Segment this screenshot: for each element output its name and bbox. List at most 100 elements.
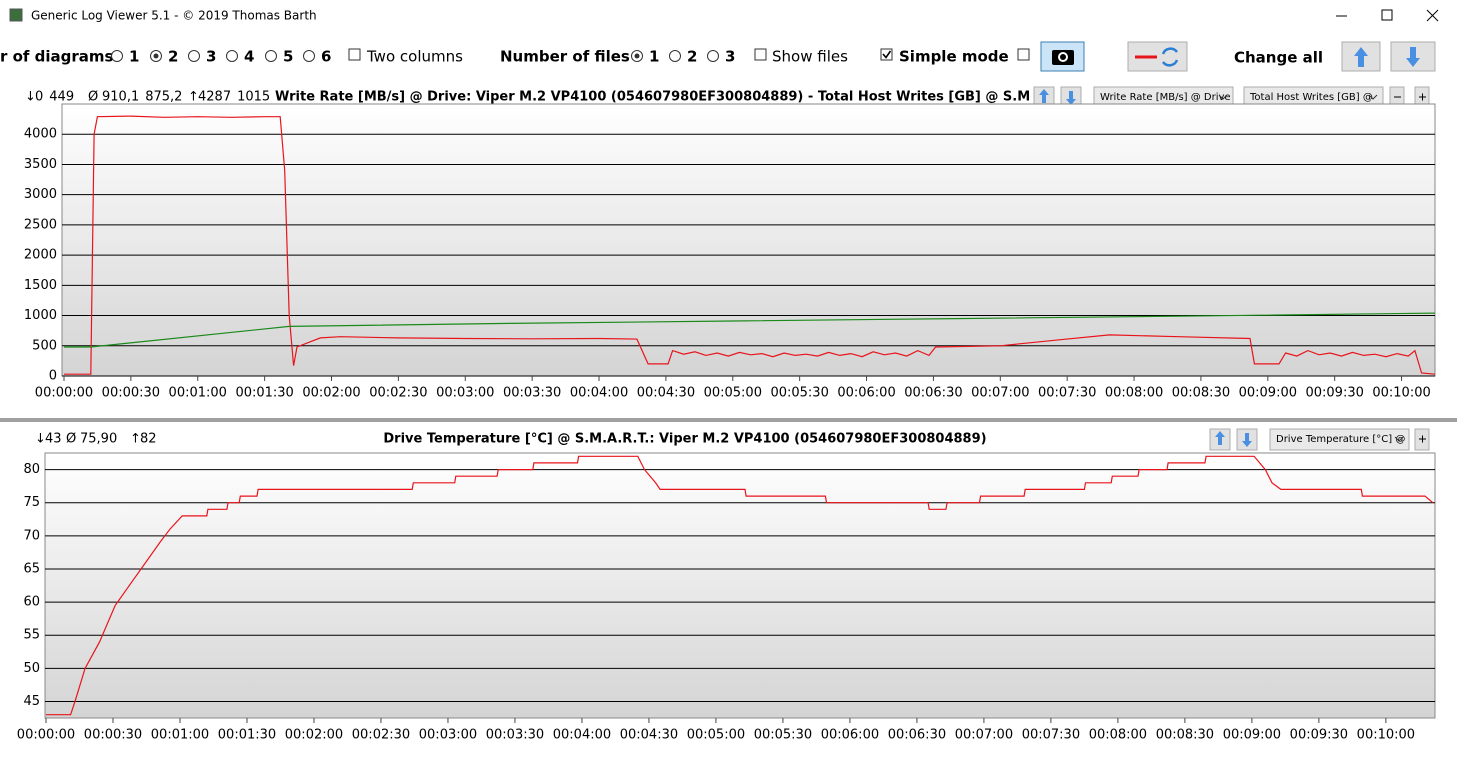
x-tick-label: 00:04:30: [620, 728, 678, 743]
plot-area: [61, 103, 1436, 377]
x-tick-label: 00:02:00: [302, 386, 360, 401]
radio-label: 3: [725, 48, 735, 66]
x-tick-label: 00:09:00: [1223, 728, 1281, 743]
x-tick-label: 00:06:00: [821, 728, 879, 743]
radio-button[interactable]: [265, 50, 277, 62]
change-all-label: Change all: [1234, 49, 1323, 67]
x-tick-label: 00:00:30: [84, 728, 142, 743]
radio-button[interactable]: [303, 50, 315, 62]
stat-symbol: ↑: [130, 432, 141, 447]
checkbox-label: Two columns: [366, 48, 463, 66]
y-tick-label: 2000: [24, 248, 57, 263]
close-button[interactable]: [1426, 9, 1439, 22]
x-tick-label: 00:08:00: [1089, 728, 1147, 743]
x-tick-label: 00:09:30: [1290, 728, 1348, 743]
stat-value: 75,90: [80, 432, 117, 447]
size-icon: [1419, 93, 1426, 101]
x-tick-label: 00:03:30: [503, 386, 561, 401]
x-tick-label: 00:02:30: [352, 728, 410, 743]
radio-dot: [634, 53, 640, 59]
radio-label: 6: [321, 48, 331, 66]
series-dropdown[interactable]: [1269, 428, 1410, 451]
x-tick-label: 00:10:00: [1372, 386, 1430, 401]
x-tick-label: 00:07:30: [1022, 728, 1080, 743]
camera-lens-inner: [1060, 54, 1066, 60]
dropdown-arrow: [1218, 94, 1228, 100]
dropdown-arrow: [1368, 94, 1378, 100]
x-tick-label: 00:07:00: [971, 386, 1029, 401]
up-arrow-icon: [1354, 47, 1368, 67]
radio-button[interactable]: [707, 50, 719, 62]
checkbox[interactable]: [1017, 48, 1030, 61]
y-tick-label: 1500: [24, 278, 57, 293]
radio-label: 4: [244, 48, 254, 66]
down-arrow-icon: [1406, 47, 1420, 67]
x-tick-label: 00:03:00: [419, 728, 477, 743]
x-tick-label: 00:08:00: [1105, 386, 1163, 401]
stat-symbol: ↑: [188, 90, 199, 105]
checkbox[interactable]: [754, 48, 767, 61]
x-tick-label: 00:04:00: [570, 386, 628, 401]
app-icon: [9, 8, 23, 22]
radio-label: 2: [168, 48, 178, 66]
data-line: [64, 115, 1436, 375]
x-tick-label: 00:05:00: [704, 386, 762, 401]
x-tick-label: 00:09:30: [1305, 386, 1363, 401]
files-label: Number of files: [500, 48, 630, 66]
stat-symbol: ↓: [25, 90, 36, 105]
stat-value: 4287: [198, 90, 231, 105]
x-tick-label: 00:03:00: [436, 386, 494, 401]
x-tick-label: 00:02:00: [285, 728, 343, 743]
radio-button[interactable]: [188, 50, 200, 62]
y-tick-label: 65: [23, 561, 40, 576]
radio-button[interactable]: [111, 50, 123, 62]
x-tick-label: 00:00:00: [35, 386, 93, 401]
stat-value: 875,2: [145, 90, 182, 105]
y-tick-label: 500: [32, 338, 57, 353]
x-tick-label: 00:10:00: [1357, 728, 1415, 743]
y-tick-label: 45: [23, 694, 40, 709]
x-tick-label: 00:06:30: [888, 728, 946, 743]
dropdown-text: Write Rate [MB/s] @ Drive: [1100, 92, 1231, 103]
x-tick-label: 00:05:30: [770, 386, 828, 401]
checkbox-label: Show files: [772, 48, 848, 66]
checkbox[interactable]: [880, 48, 893, 61]
x-tick-label: 00:05:30: [754, 728, 812, 743]
stat-value: 43: [45, 432, 62, 447]
y-tick-label: 2500: [24, 217, 57, 232]
y-tick-label: 0: [49, 369, 57, 384]
x-tick-label: 00:08:30: [1172, 386, 1230, 401]
x-tick-label: 00:03:30: [486, 728, 544, 743]
radio-label: 1: [649, 48, 659, 66]
radio-label: 2: [687, 48, 697, 66]
x-tick-label: 00:06:00: [837, 386, 895, 401]
radio-button[interactable]: [669, 50, 681, 62]
maximize-button[interactable]: [1381, 9, 1393, 21]
checkbox[interactable]: [348, 48, 361, 61]
data-line: [64, 312, 1436, 348]
y-tick-label: 3500: [24, 157, 57, 172]
x-tick-label: 00:08:30: [1156, 728, 1214, 743]
diagram-separator: [0, 418, 1457, 422]
stat-symbol: ↓: [35, 432, 46, 447]
x-tick-label: 00:05:00: [687, 728, 745, 743]
stat-symbol: Ø: [66, 432, 76, 447]
stat-value: 1015: [237, 90, 270, 105]
y-tick-label: 70: [23, 528, 40, 543]
x-tick-label: 00:02:30: [369, 386, 427, 401]
size-icon: [1419, 435, 1426, 443]
diagrams-label: r of diagrams: [0, 48, 114, 66]
chart-title: Write Rate [MB/s] @ Drive: Viper M.2 VP4…: [275, 90, 1101, 105]
y-tick-label: 50: [23, 661, 40, 676]
radio-label: 3: [206, 48, 216, 66]
radio-button[interactable]: [226, 50, 238, 62]
dropdown-text: Total Host Writes [GB] @: [1249, 92, 1373, 103]
y-tick-label: 75: [23, 495, 40, 510]
data-line: [46, 455, 1434, 716]
x-tick-label: 00:01:00: [169, 386, 227, 401]
y-tick-label: 80: [23, 462, 40, 477]
radio-label: 1: [129, 48, 139, 66]
y-tick-label: 3000: [24, 187, 57, 202]
